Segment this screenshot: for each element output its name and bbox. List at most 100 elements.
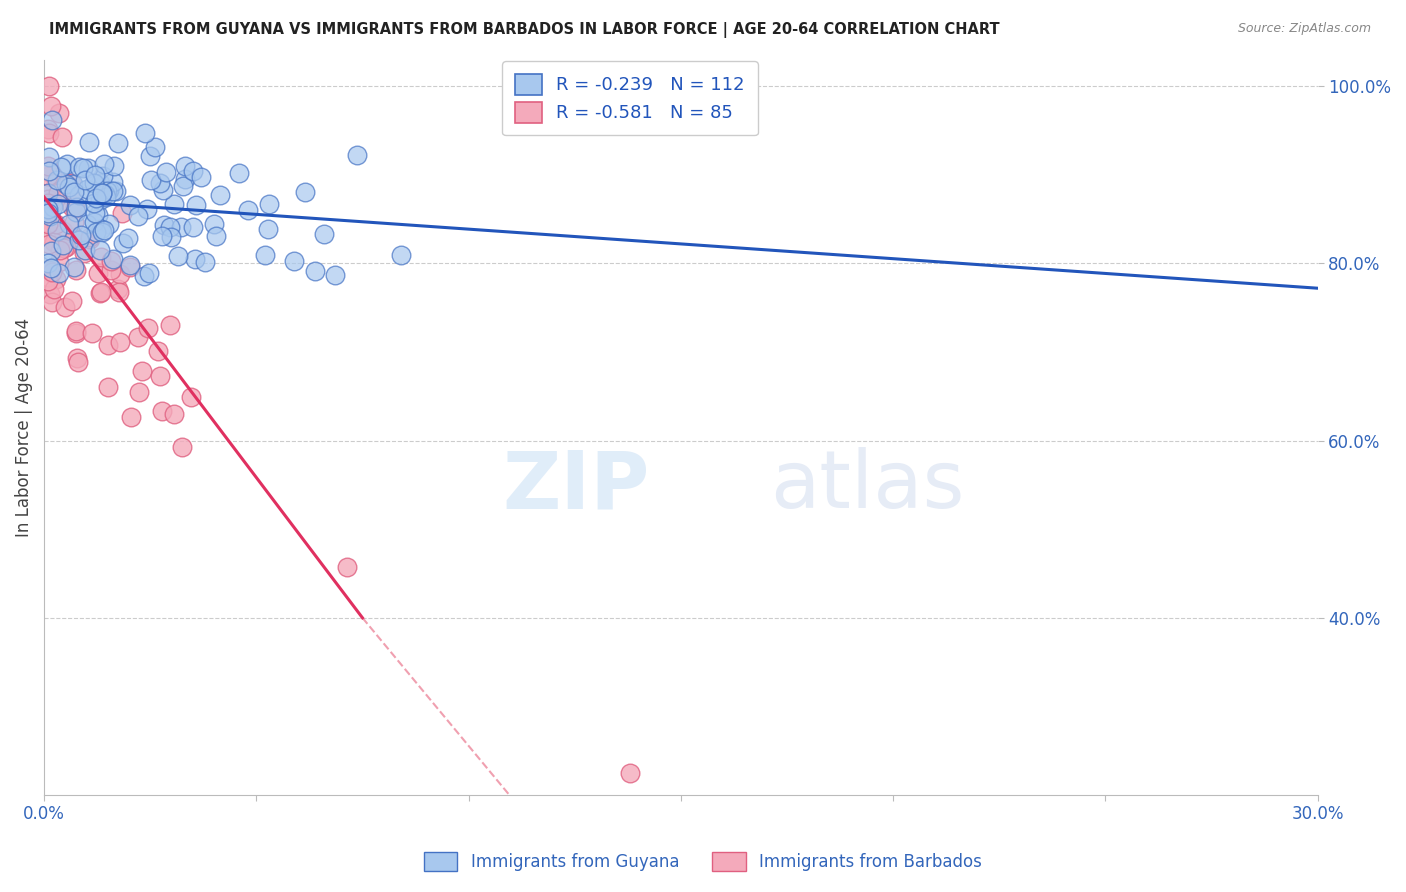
Point: [96, 190, 118, 204]
Point: [63, 201, 86, 215]
Point: [84, 206, 107, 220]
Point: [51, 130, 73, 145]
Point: [112, 236, 135, 251]
Point: [65, 324, 87, 338]
Point: [103, 175, 125, 189]
Point: [228, 166, 250, 180]
Point: [60, 190, 83, 204]
Point: [143, 139, 166, 153]
Point: [37, 256, 59, 270]
Point: [39, 244, 62, 259]
Point: [346, 148, 368, 162]
Point: [181, 219, 204, 234]
Point: [146, 344, 169, 359]
Point: [60, 294, 83, 309]
Point: [63, 185, 86, 199]
Point: [41, 265, 63, 279]
Point: [79, 232, 101, 246]
Point: [76, 182, 98, 196]
Point: [170, 220, 193, 235]
Point: [66, 351, 89, 365]
Point: [37, 212, 59, 227]
Point: [37, 227, 59, 242]
Point: [96, 379, 118, 393]
Point: [89, 286, 111, 301]
Point: [37, 196, 59, 211]
Point: [42, 200, 65, 214]
Point: [66, 200, 89, 214]
Point: [37, 186, 59, 200]
Point: [389, 248, 412, 262]
Point: [128, 385, 150, 400]
Text: Source: ZipAtlas.com: Source: ZipAtlas.com: [1237, 22, 1371, 36]
Point: [42, 196, 65, 211]
Point: [58, 179, 80, 194]
Point: [83, 195, 105, 210]
Point: [37, 274, 59, 288]
Point: [66, 355, 89, 369]
Point: [172, 440, 194, 454]
Point: [39, 99, 62, 113]
Point: [103, 252, 125, 266]
Point: [48, 105, 70, 120]
Point: [37, 159, 59, 173]
Point: [155, 165, 177, 179]
Point: [94, 184, 117, 198]
Point: [83, 176, 105, 190]
Y-axis label: In Labor Force | Age 20-64: In Labor Force | Age 20-64: [15, 318, 32, 537]
Point: [257, 197, 280, 211]
Point: [39, 287, 62, 301]
Point: [107, 136, 129, 150]
Point: [46, 196, 69, 211]
Point: [127, 209, 149, 223]
Point: [131, 364, 153, 378]
Point: [84, 226, 107, 240]
Point: [141, 173, 163, 187]
Point: [209, 187, 232, 202]
Point: [58, 217, 80, 231]
Point: [67, 233, 90, 247]
Point: [118, 258, 141, 272]
Point: [41, 113, 63, 128]
Point: [87, 209, 110, 223]
Point: [65, 205, 87, 219]
Point: [103, 159, 125, 173]
Point: [48, 266, 70, 280]
Point: [134, 127, 156, 141]
Point: [181, 164, 204, 178]
Point: [117, 231, 139, 245]
Point: [186, 197, 208, 211]
Point: [52, 224, 75, 238]
Point: [91, 186, 114, 200]
Point: [107, 281, 129, 295]
Point: [67, 160, 90, 174]
Text: ZIP: ZIP: [502, 447, 650, 525]
Point: [194, 254, 217, 268]
Point: [257, 222, 280, 236]
Point: [65, 263, 87, 277]
Point: [37, 202, 59, 216]
Point: [49, 160, 72, 174]
Point: [49, 243, 72, 257]
Point: [38, 79, 60, 94]
Point: [236, 202, 259, 217]
Point: [159, 318, 181, 333]
Point: [183, 252, 205, 266]
Point: [110, 206, 132, 220]
Point: [304, 264, 326, 278]
Point: [37, 192, 59, 206]
Point: [90, 186, 112, 200]
Point: [37, 217, 59, 231]
Point: [93, 157, 115, 171]
Point: [105, 184, 128, 198]
Point: [180, 390, 202, 404]
Point: [39, 209, 62, 223]
Point: [75, 173, 97, 187]
Point: [39, 211, 62, 226]
Point: [37, 216, 59, 230]
Point: [90, 221, 112, 235]
Point: [89, 244, 111, 258]
Point: [107, 285, 129, 299]
Point: [55, 157, 77, 171]
Point: [80, 326, 103, 340]
